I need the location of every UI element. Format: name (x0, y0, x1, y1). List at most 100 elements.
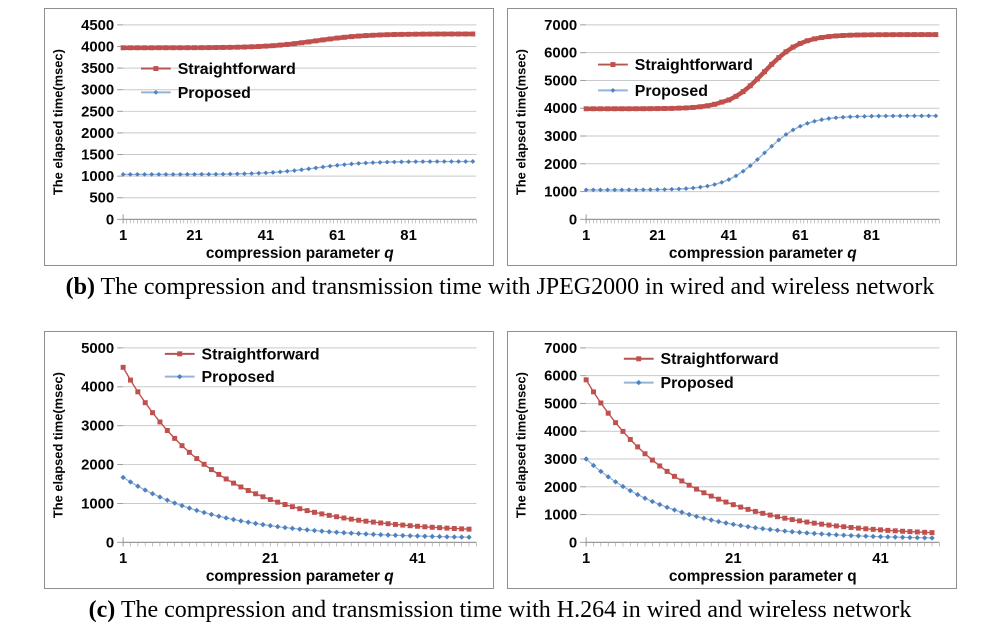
y-tick-label: 4500 (81, 18, 114, 34)
x-axis-title: compression parameter q (206, 568, 394, 585)
x-tick-label: 61 (329, 228, 346, 244)
y-tick-label: 500 (89, 191, 114, 207)
y-tick-label: 7000 (544, 341, 577, 357)
y-axis-title: The elapsed time(msec) (514, 49, 529, 195)
chart-svg-jpeg2000-wireless: 0 1000 2000 3000 4000 5000 6000 7000 1 21 41 61 81 co… (514, 18, 940, 262)
x-tick-label: 1 (119, 551, 127, 567)
gridlines (586, 24, 940, 193)
y-tick-label: 6000 (544, 369, 577, 385)
series-proposed (120, 159, 476, 177)
y-tick-label: 2000 (81, 126, 114, 142)
y-tick-label: 7000 (544, 18, 577, 34)
y-tick-label: 3000 (81, 419, 114, 435)
chart-svg-h264-wired: 0 1000 2000 3000 4000 5000 1 21 41 compression pa… (51, 341, 477, 585)
legend-label: Proposed (661, 375, 734, 392)
legend-entry-straightforward: Straightforward (164, 346, 320, 363)
legend: Straightforward Proposed (141, 61, 296, 102)
x-tick-label: 21 (649, 228, 666, 244)
x-axis-title: compression parameter q (206, 245, 394, 262)
y-axis-title: The elapsed time(msec) (51, 49, 66, 195)
x-tick-label: 41 (721, 228, 738, 244)
legend: Straightforward Proposed (164, 346, 320, 386)
caption-b-label: (b) (65, 274, 95, 300)
y-tick-label: 2000 (544, 157, 577, 173)
gridlines (123, 24, 477, 199)
y-tick-label: 2500 (81, 104, 114, 120)
y-tick-label: 4000 (544, 101, 577, 117)
y-tick-label: 3000 (81, 83, 114, 99)
y-axis: 0 1000 2000 3000 4000 5000 (81, 341, 124, 551)
legend-entry-straightforward: Straightforward (623, 351, 779, 368)
legend: Straightforward Proposed (623, 351, 779, 392)
gridlines (123, 347, 477, 504)
x-tick-label: 81 (863, 228, 880, 244)
x-tick-label: 61 (792, 228, 809, 244)
x-axis: 1 21 41 (582, 537, 940, 567)
x-axis: 1 21 41 61 81 (119, 214, 477, 244)
y-tick-label: 3500 (81, 61, 114, 77)
legend-label: Straightforward (178, 61, 296, 78)
caption-c-text: The compression and transmission time wi… (115, 597, 912, 623)
series-straightforward (583, 32, 939, 112)
y-axis: 0 1000 2000 3000 4000 5000 6000 7000 (544, 341, 587, 551)
x-axis: 1 21 41 61 81 (582, 214, 940, 244)
caption-c-label: (c) (88, 597, 116, 623)
x-axis: 1 21 41 (119, 537, 477, 567)
legend-label: Proposed (178, 85, 251, 102)
x-tick-label: 41 (872, 551, 889, 567)
y-axis-title: The elapsed time(msec) (514, 372, 529, 518)
y-tick-label: 0 (106, 212, 114, 228)
x-tick-label: 1 (582, 551, 590, 567)
y-tick-label: 4000 (81, 380, 114, 396)
caption-b: (b) The compression and transmission tim… (0, 274, 1000, 301)
legend-label: Straightforward (661, 351, 779, 368)
series-straightforward (583, 377, 935, 536)
chart-jpeg2000-wireless: 0 1000 2000 3000 4000 5000 6000 7000 1 21 41 61 81 co… (507, 8, 957, 266)
y-tick-label: 1000 (81, 169, 114, 185)
y-tick-label: 2000 (544, 480, 577, 496)
y-tick-label: 1000 (544, 508, 577, 524)
y-tick-label: 5000 (544, 396, 577, 412)
chart-h264-wired: 0 1000 2000 3000 4000 5000 1 21 41 compression pa… (44, 331, 494, 589)
legend-entry-straightforward: Straightforward (141, 61, 296, 78)
legend-label: Straightforward (635, 57, 753, 74)
y-tick-label: 1000 (81, 496, 114, 512)
legend-label: Proposed (635, 83, 708, 100)
x-axis-title: compression parameter q (669, 245, 857, 262)
legend-entry-proposed: Proposed (141, 85, 251, 102)
x-tick-label: 81 (400, 228, 417, 244)
y-tick-label: 4000 (81, 39, 114, 55)
legend-entry-straightforward: Straightforward (598, 57, 753, 74)
y-tick-label: 2000 (81, 458, 114, 474)
y-axis-title: The elapsed time(msec) (51, 372, 66, 518)
x-tick-label: 21 (725, 551, 742, 567)
legend-label: Proposed (202, 369, 275, 386)
y-tick-label: 3000 (544, 452, 577, 468)
x-tick-label: 21 (262, 551, 279, 567)
x-tick-label: 1 (119, 228, 127, 244)
y-tick-label: 3000 (544, 129, 577, 145)
y-tick-label: 6000 (544, 46, 577, 62)
y-tick-label: 0 (106, 535, 114, 551)
x-tick-label: 41 (258, 228, 275, 244)
legend-label: Straightforward (202, 346, 320, 363)
legend-entry-proposed: Proposed (598, 83, 708, 100)
y-axis: 0 500 1000 1500 2000 2500 3000 3500 4000 4500 (81, 18, 124, 228)
y-tick-label: 0 (569, 535, 577, 551)
series-straightforward (120, 31, 476, 51)
caption-b-text: The compression and transmission time wi… (94, 274, 935, 300)
caption-c: (c) The compression and transmission tim… (0, 597, 1000, 624)
chart-svg-jpeg2000-wired: 0 500 1000 1500 2000 2500 3000 3500 4000 4500 1 21 4… (51, 18, 477, 262)
x-tick-label: 1 (582, 228, 590, 244)
x-tick-label: 41 (409, 551, 426, 567)
y-tick-label: 1000 (544, 185, 577, 201)
chart-svg-h264-wireless: 0 1000 2000 3000 4000 5000 6000 7000 1 21 41 compre… (514, 341, 940, 585)
chart-h264-wireless: 0 1000 2000 3000 4000 5000 6000 7000 1 21 41 compre… (507, 331, 957, 589)
y-tick-label: 0 (569, 212, 577, 228)
legend-entry-proposed: Proposed (623, 375, 734, 392)
legend-entry-proposed: Proposed (164, 369, 275, 386)
chart-jpeg2000-wired: 0 500 1000 1500 2000 2500 3000 3500 4000 4500 1 21 4… (44, 8, 494, 266)
y-tick-label: 5000 (544, 73, 577, 89)
series-straightforward (120, 364, 472, 532)
